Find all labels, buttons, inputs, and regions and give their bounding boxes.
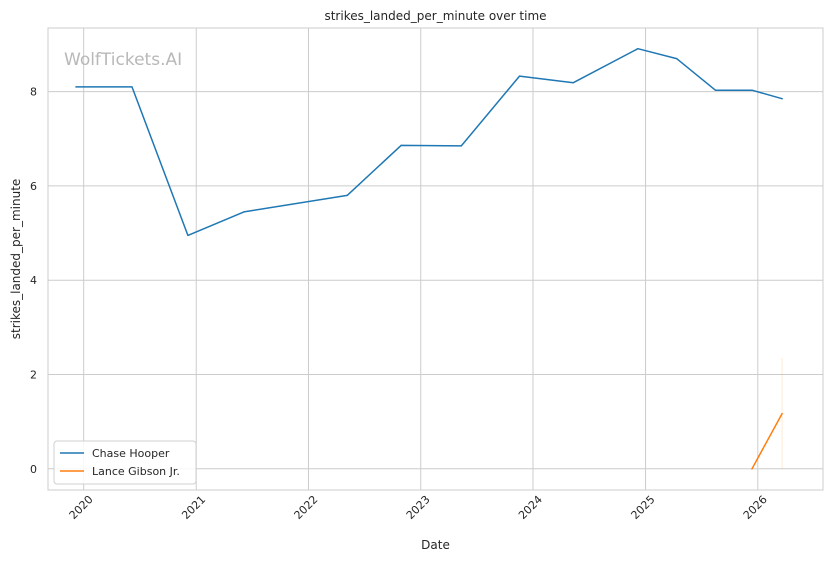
data-point-0-13 [781,98,783,100]
data-point-0-11 [714,89,716,91]
data-point-0-3 [243,211,245,213]
y-axis-label: strikes_landed_per_minute [9,179,23,340]
series-line-0 [75,47,783,237]
data-point-0-0 [75,86,77,88]
data-point-0-12 [751,89,753,91]
data-point-1-1 [781,413,783,415]
legend: Chase Hooper Lance Gibson Jr. [53,440,197,485]
watermark: WolfTickets.AI [64,50,182,70]
y-tick-label-6: 6 [30,180,37,193]
data-point-0-1 [131,86,133,88]
data-point-1-0 [751,468,753,470]
series-layer [75,47,783,470]
plot-area-frame [47,27,824,491]
data-point-0-6 [460,145,462,147]
y-tick-label-8: 8 [30,86,37,99]
y-tick-label-0: 0 [30,463,37,476]
y-tick-label-2: 2 [30,369,37,382]
series-line-1 [751,412,783,470]
legend-label-0: Chase Hooper [92,447,170,460]
data-point-0-9 [637,48,639,50]
chart-title: strikes_landed_per_minute over time [324,9,546,23]
data-point-0-10 [676,58,678,60]
data-point-0-4 [346,194,348,196]
data-point-0-8 [572,82,574,84]
y-axis-ticks: 0 2 4 6 8 [30,86,37,476]
data-point-0-2 [187,234,189,237]
legend-label-1: Lance Gibson Jr. [92,465,180,478]
legend-box [53,440,197,485]
data-point-0-5 [400,144,402,146]
data-point-0-7 [518,75,521,77]
x-axis-label: Date [421,538,450,552]
y-tick-label-4: 4 [30,274,37,287]
